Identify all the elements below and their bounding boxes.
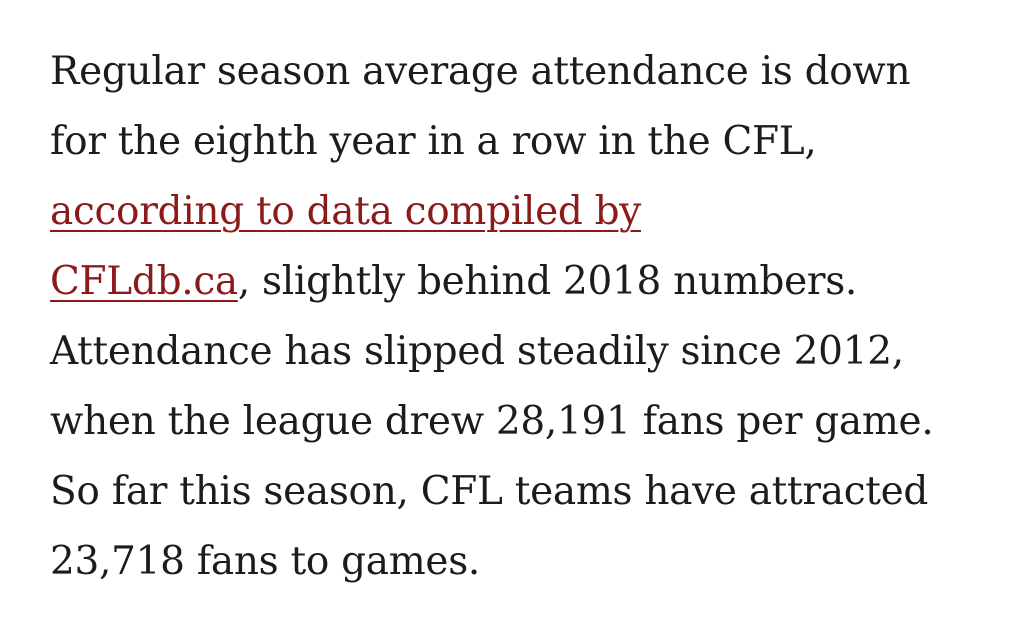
paragraph-line-7: So far this season, CFL teams have attra… [50,469,929,514]
paragraph-line-4: CFLdb.ca, slightly behind 2018 numbers. [50,247,990,317]
paragraph-line-5: Attendance has slipped steadily since 20… [50,329,904,374]
paragraph-line-1: Regular season average attendance is dow… [50,49,911,94]
article-paragraph: Regular season average attendance is dow… [50,37,990,597]
paragraph-line-6: when the league drew 28,191 fans per gam… [50,399,934,444]
source-link[interactable]: according to data compiled by [50,189,642,234]
paragraph-line-2: for the eighth year in a row in the CFL, [50,119,817,164]
cfldb-link[interactable]: CFLdb.ca [50,259,238,304]
paragraph-line-8: 23,718 fans to games. [50,539,481,584]
paragraph-line-4-text: , slightly behind 2018 numbers. [237,259,858,304]
paragraph-line-3: according to data compiled by [50,177,990,247]
